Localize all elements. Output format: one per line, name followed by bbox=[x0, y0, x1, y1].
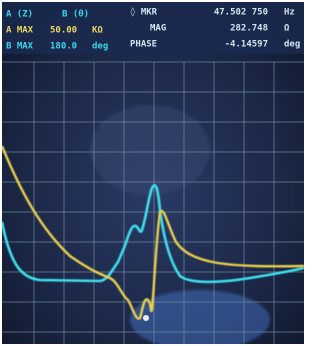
mag-label: MAG bbox=[150, 24, 166, 34]
marker-label: ◊ MKR bbox=[130, 7, 158, 18]
b-max-value: 180.0 bbox=[50, 42, 77, 52]
mag-unit: Ω bbox=[284, 24, 290, 34]
marker-frequency-unit: Hz bbox=[284, 8, 295, 18]
instrument-screen: A (Z) B (θ) A MAX 50.00 KΩ B MAX 180.0 d… bbox=[0, 0, 306, 346]
b-max-label: B MAX bbox=[6, 42, 34, 52]
b-max-unit: deg bbox=[92, 42, 108, 52]
phase-unit: deg bbox=[284, 40, 300, 50]
marker-dot bbox=[143, 315, 149, 321]
phase-label: PHASE bbox=[130, 40, 157, 50]
a-max-label: A MAX bbox=[6, 26, 34, 36]
marker-frequency: 47.502 750 bbox=[214, 8, 268, 18]
page: A (Z) B (θ) A MAX 50.00 KΩ B MAX 180.0 d… bbox=[0, 0, 306, 346]
b-label: B (θ) bbox=[62, 10, 89, 20]
a-max-unit: KΩ bbox=[92, 26, 103, 36]
a-max-value: 50.00 bbox=[50, 26, 77, 36]
a-label: A (Z) bbox=[6, 10, 33, 20]
mag-value: 282.748 bbox=[230, 24, 268, 34]
phase-value: -4.14597 bbox=[225, 40, 268, 50]
